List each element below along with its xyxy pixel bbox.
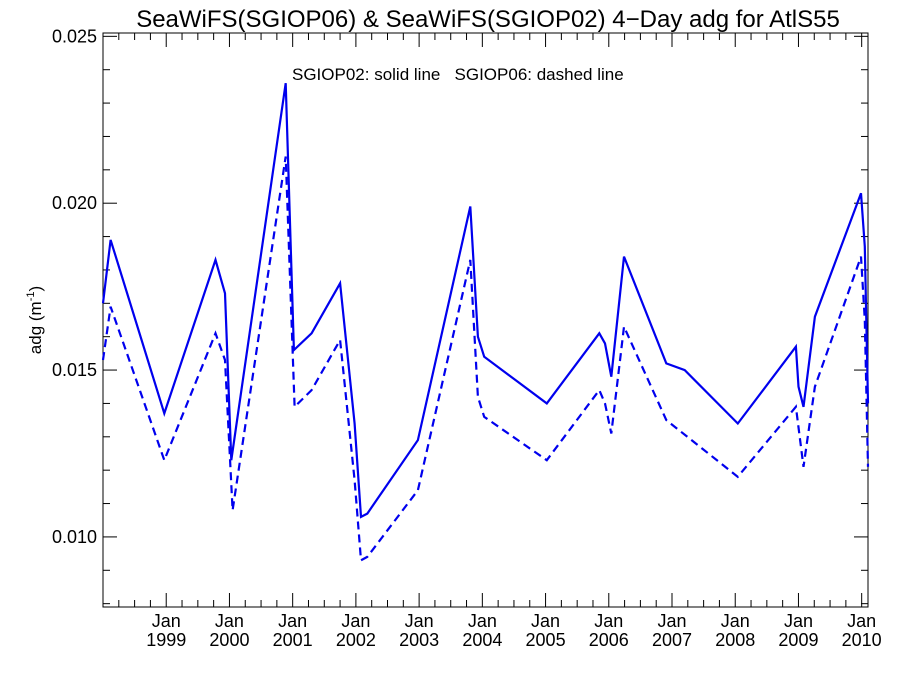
x-tick-label-month: Jan <box>657 611 686 631</box>
y-axis-title-main: adg (m <box>26 301 45 354</box>
x-tick-label-year: 1999 <box>146 630 186 650</box>
x-tick-label-year: 2001 <box>273 630 313 650</box>
x-tick-label-year: 2009 <box>778 630 818 650</box>
series-layer <box>101 82 870 563</box>
x-tick-label-year: 2004 <box>462 630 502 650</box>
x-tick-label-year: 2000 <box>209 630 249 650</box>
x-tick-label-month: Jan <box>721 611 750 631</box>
x-tick-label-month: Jan <box>847 611 876 631</box>
chart-title: SeaWiFS(SGIOP06) & SeaWiFS(SGIOP02) 4−Da… <box>136 6 840 33</box>
x-tick-label-month: Jan <box>278 611 307 631</box>
x-tick-label-year: 2007 <box>652 630 692 650</box>
x-tick-label-year: 2002 <box>336 630 376 650</box>
x-tick-label-month: Jan <box>341 611 370 631</box>
x-axis: Jan1999Jan2000Jan2001Jan2002Jan2003Jan20… <box>102 33 882 650</box>
y-axis-title-sup: -1 <box>25 291 37 301</box>
y-tick-label: 0.020 <box>52 193 97 213</box>
series-line-sgiop06 <box>101 156 870 563</box>
x-tick-label-month: Jan <box>405 611 434 631</box>
plot-frame <box>102 32 869 608</box>
y-axis-title: adg (m-1) <box>25 286 45 354</box>
x-tick-label-month: Jan <box>784 611 813 631</box>
x-tick-label-year: 2006 <box>589 630 629 650</box>
x-tick-label-month: Jan <box>468 611 497 631</box>
x-tick-label-month: Jan <box>152 611 181 631</box>
series-line-sgiop02 <box>101 82 870 519</box>
line-style-note: SGIOP02: solid line SGIOP06: dashed line <box>292 65 624 84</box>
x-tick-label-month: Jan <box>531 611 560 631</box>
y-tick-label: 0.015 <box>52 360 97 380</box>
x-tick-label-year: 2008 <box>715 630 755 650</box>
x-tick-label-year: 2003 <box>399 630 439 650</box>
x-tick-label-month: Jan <box>594 611 623 631</box>
y-tick-label: 0.025 <box>52 26 97 46</box>
y-axis: 0.010 0.015 0.020 0.025 <box>52 26 868 605</box>
y-tick-label: 0.010 <box>52 527 97 547</box>
x-tick-label-year: 2010 <box>842 630 882 650</box>
y-axis-title-close: ) <box>26 286 45 292</box>
x-tick-label-year: 2005 <box>526 630 566 650</box>
x-tick-label-month: Jan <box>215 611 244 631</box>
